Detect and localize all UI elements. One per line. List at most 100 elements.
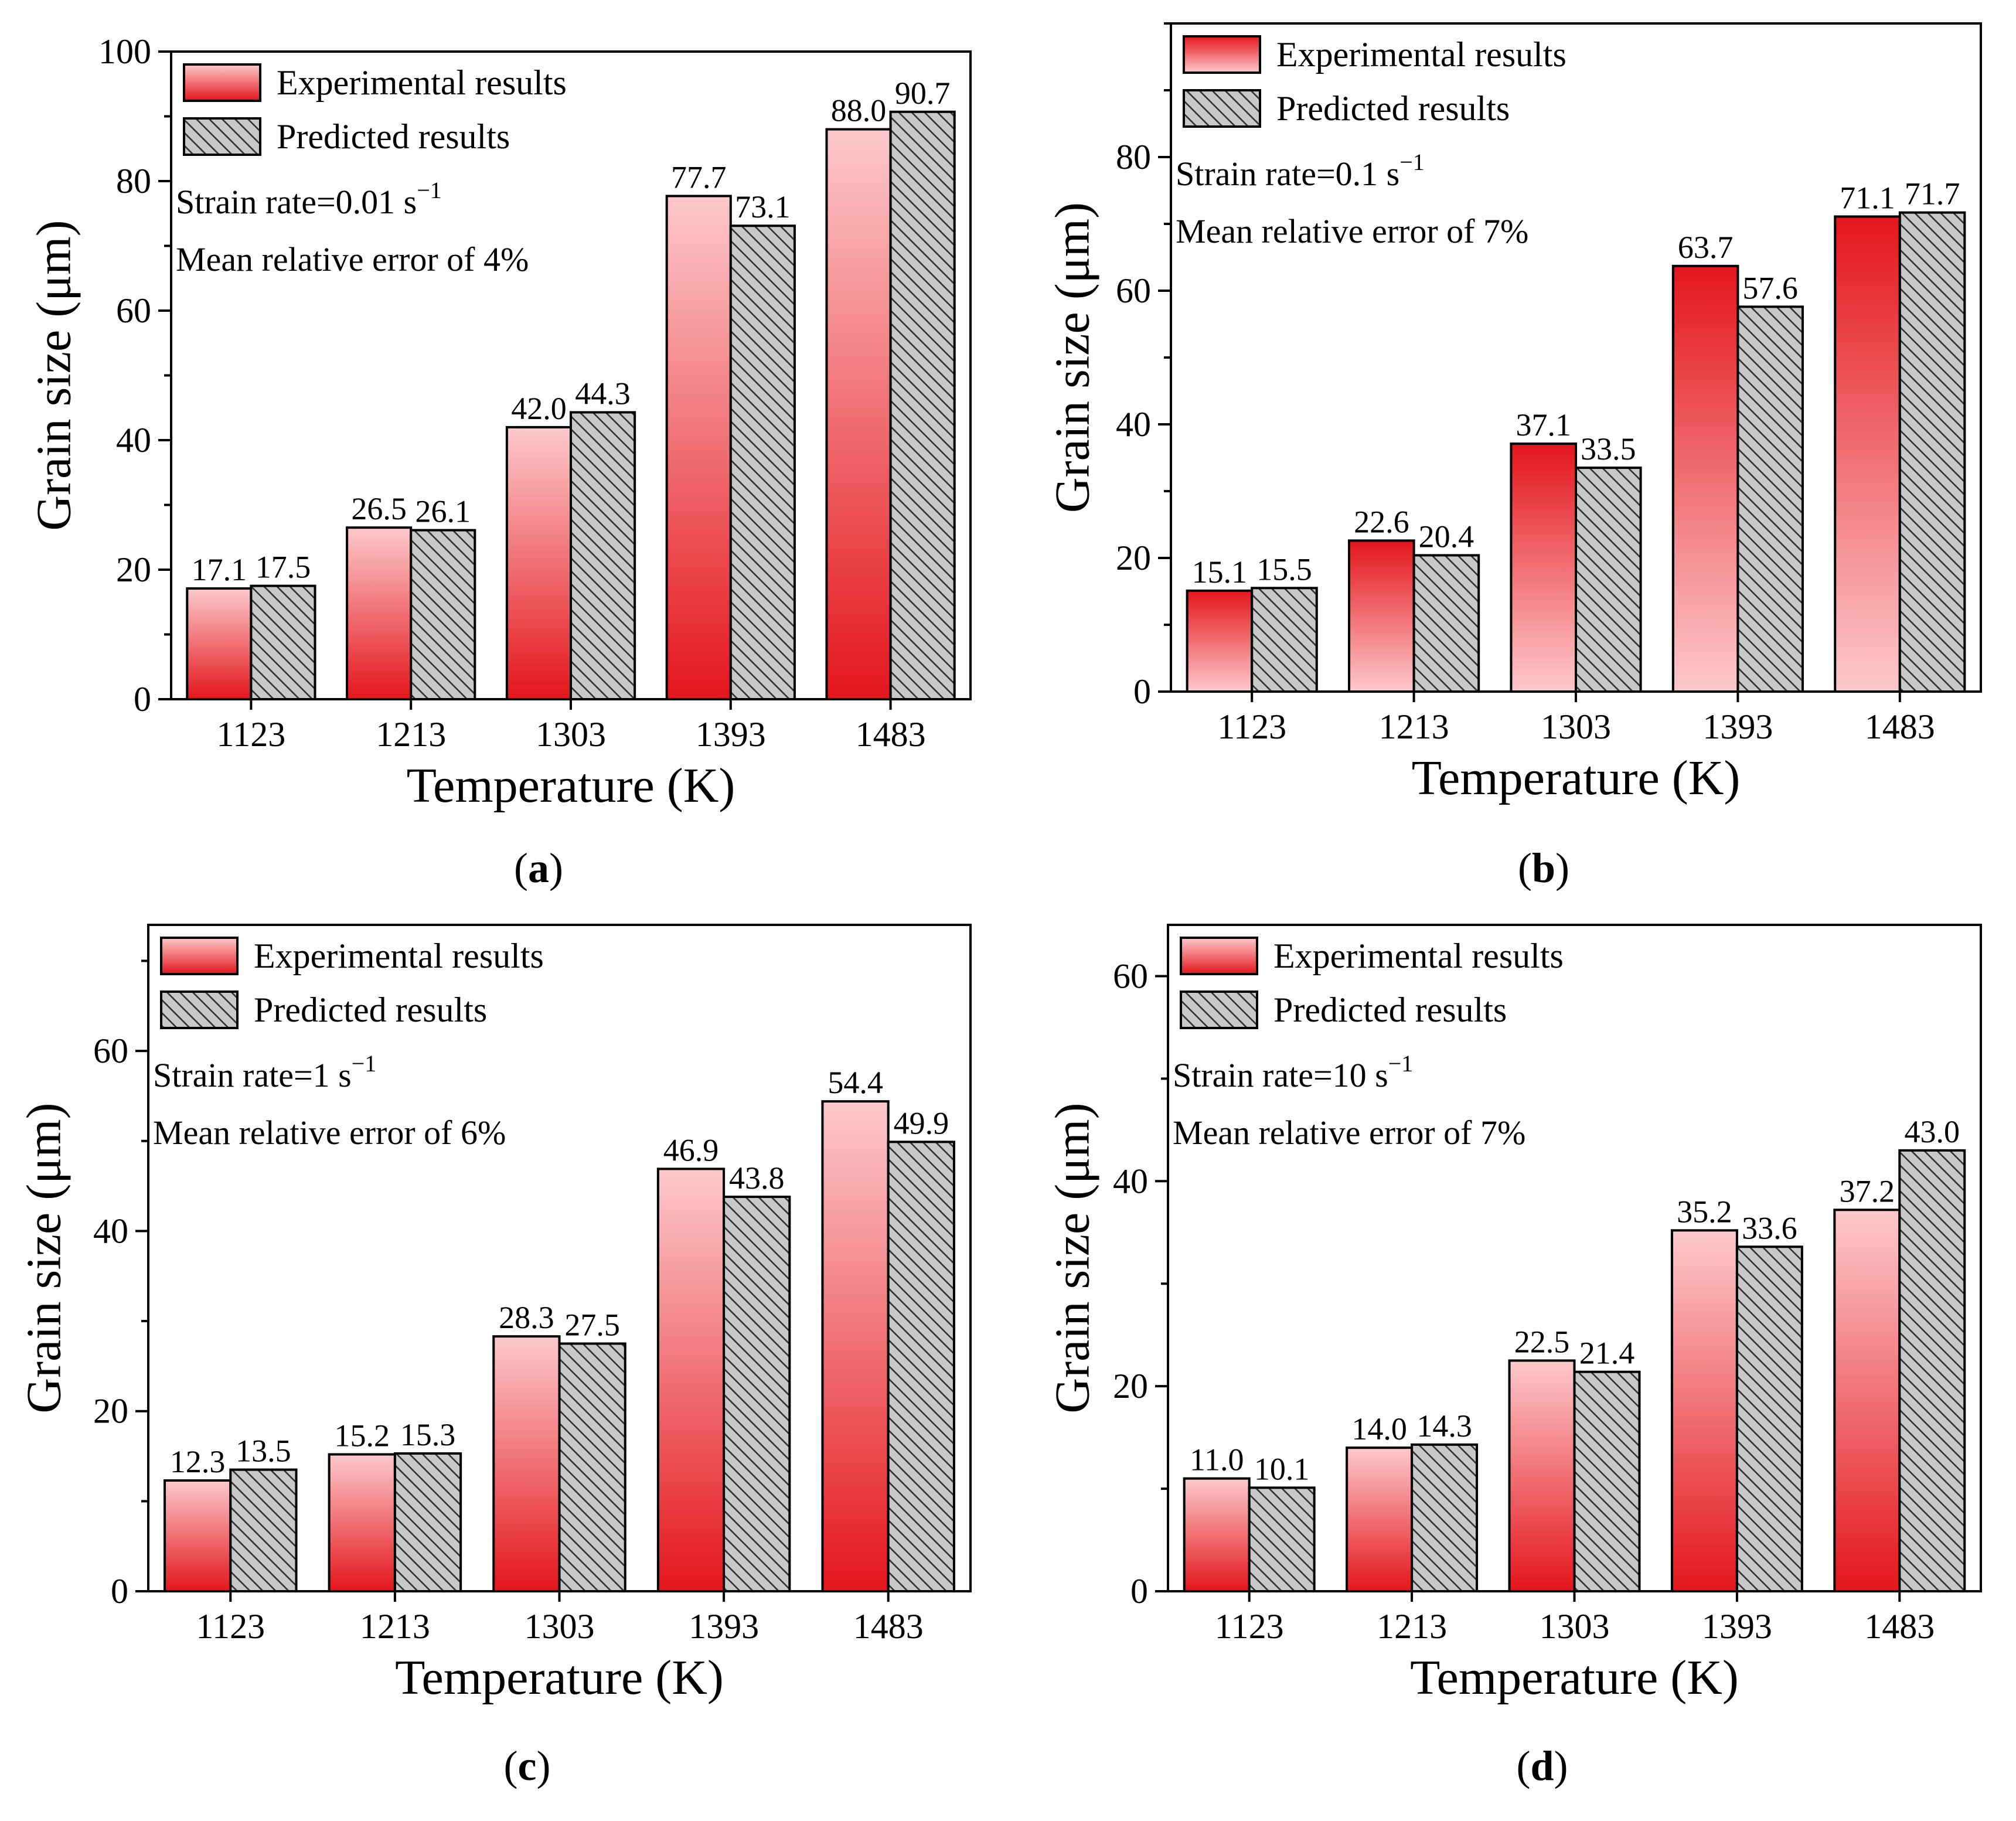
x-tick-label-1213: 1213 — [1379, 707, 1449, 746]
y-axis-title: Grain size (μm) — [17, 1102, 71, 1413]
bar-label-experimental-1213: 14.0 — [1351, 1411, 1407, 1446]
bar-predicted-1213 — [393, 1452, 462, 1592]
chart-panel-b: 15.1 15.5 1123 22.6 20.4 1213 37.1 33.5 1303 63.7… — [1046, 22, 1982, 891]
y-tick-label-0: 0 — [1130, 1572, 1148, 1611]
x-tick-label-1483: 1483 — [1864, 1607, 1935, 1646]
bar-label-experimental-1483: 71.1 — [1840, 180, 1895, 215]
x-tick-label-1123: 1123 — [196, 1607, 265, 1646]
x-axis-title: Temperature (K) — [395, 1650, 724, 1705]
plot-frame — [1167, 924, 1982, 1592]
legend-swatch-predicted — [160, 991, 239, 1029]
panel-label-a: (a) — [514, 845, 563, 891]
y-axis-title: Grain size (μm) — [1046, 202, 1100, 513]
bar-experimental-1213 — [1346, 1446, 1414, 1592]
bar-predicted-1393 — [723, 1196, 791, 1592]
y-tick-label-0: 0 — [134, 680, 151, 719]
bar-experimental-1483 — [825, 128, 892, 701]
bar-label-experimental-1303: 37.1 — [1516, 407, 1571, 443]
annotation-strain-rate: Strain rate=10 s−1 — [1173, 1050, 1413, 1094]
bar-label-experimental-1213: 26.5 — [351, 491, 407, 526]
y-tick-label-100: 100 — [98, 32, 151, 71]
bar-label-predicted-1303: 44.3 — [575, 376, 631, 411]
x-tick-label-1303: 1303 — [1540, 1607, 1610, 1646]
bar-label-experimental-1213: 15.2 — [335, 1418, 390, 1453]
y-tick-label-20: 20 — [116, 550, 151, 589]
bar-predicted-1483 — [1898, 211, 1966, 693]
bar-experimental-1303 — [492, 1335, 561, 1592]
bar-experimental-1483 — [821, 1100, 890, 1592]
bar-predicted-1393 — [1735, 1245, 1803, 1593]
bar-experimental-1483 — [1834, 215, 1901, 693]
bar-predicted-1123 — [250, 584, 316, 700]
chart-panel-d: 11.0 10.1 1123 14.0 14.3 1213 22.5 21.4 1303 35.2… — [1046, 924, 1982, 1789]
plot-frame — [147, 924, 972, 1592]
annotation-strain-rate: Strain rate=1 s−1 — [153, 1050, 376, 1094]
chart-panel-c: 12.3 13.5 1123 15.2 15.3 1213 28.3 27.5 1303 46.9… — [17, 924, 972, 1789]
legend-label-experimental: Experimental results — [1276, 35, 1567, 74]
bar-label-experimental-1123: 15.1 — [1192, 554, 1248, 590]
legend-label-predicted: Predicted results — [277, 117, 510, 156]
bar-label-experimental-1123: 17.1 — [192, 552, 247, 587]
annotation-mean-error: Mean relative error of 4% — [176, 240, 529, 278]
bar-experimental-1393 — [1670, 1229, 1738, 1592]
y-tick-label-20: 20 — [93, 1392, 128, 1431]
bar-label-predicted-1123: 17.5 — [256, 550, 311, 585]
x-axis-title: Temperature (K) — [1410, 1650, 1739, 1705]
bar-predicted-1213 — [1412, 554, 1480, 693]
legend-label-experimental: Experimental results — [1273, 937, 1564, 975]
bar-label-experimental-1483: 54.4 — [827, 1065, 883, 1100]
y-tick-label-0: 0 — [111, 1572, 128, 1611]
bar-label-experimental-1303: 42.0 — [511, 391, 567, 426]
bar-label-predicted-1483: 43.0 — [1905, 1114, 1960, 1149]
y-tick-label-40: 40 — [93, 1211, 128, 1250]
y-tick-label-40: 40 — [116, 421, 151, 459]
annotation-mean-error: Mean relative error of 7% — [1176, 212, 1528, 250]
bar-predicted-1213 — [410, 529, 476, 700]
bar-experimental-1213 — [328, 1453, 396, 1593]
panel-label-b: (b) — [1518, 845, 1569, 891]
bar-label-predicted-1393: 33.6 — [1742, 1210, 1797, 1245]
x-tick-label-1213: 1213 — [360, 1607, 430, 1646]
legend-label-predicted: Predicted results — [1273, 991, 1507, 1029]
bar-predicted-1483 — [887, 1141, 955, 1592]
bar-predicted-1303 — [1573, 1370, 1641, 1592]
bar-label-predicted-1393: 57.6 — [1742, 270, 1798, 305]
legend-swatch-experimental — [1180, 937, 1258, 975]
x-tick-label-1393: 1393 — [1702, 707, 1773, 746]
bar-label-experimental-1123: 11.0 — [1190, 1442, 1244, 1478]
x-tick-label-1213: 1213 — [376, 715, 446, 754]
legend-label-predicted: Predicted results — [254, 991, 487, 1029]
bar-predicted-1393 — [1736, 305, 1804, 693]
bar-label-predicted-1483: 71.7 — [1905, 176, 1960, 212]
bar-predicted-1303 — [570, 411, 636, 700]
x-tick-label-1483: 1483 — [856, 715, 926, 754]
bar-experimental-1123 — [1186, 589, 1254, 693]
bar-label-experimental-1483: 88.0 — [831, 93, 887, 128]
legend-label-predicted: Predicted results — [1276, 89, 1510, 128]
x-axis-title: Temperature (K) — [407, 758, 735, 813]
bar-label-experimental-1393: 63.7 — [1678, 230, 1734, 265]
legend-swatch-experimental — [160, 937, 239, 975]
bar-label-experimental-1393: 35.2 — [1677, 1194, 1732, 1229]
x-tick-label-1483: 1483 — [853, 1607, 924, 1646]
y-tick-label-0: 0 — [1133, 672, 1151, 711]
x-tick-label-1303: 1303 — [525, 1607, 595, 1646]
y-tick-label-20: 20 — [1116, 539, 1151, 577]
bar-label-experimental-1483: 37.2 — [1840, 1173, 1895, 1209]
bar-label-experimental-1213: 22.6 — [1354, 504, 1409, 539]
x-tick-label-1123: 1123 — [1215, 1607, 1284, 1646]
annotation-mean-error: Mean relative error of 7% — [1173, 1114, 1525, 1152]
bar-predicted-1483 — [1898, 1149, 1966, 1593]
panel-label-c: (c) — [504, 1742, 551, 1789]
bar-label-predicted-1213: 14.3 — [1416, 1408, 1472, 1444]
bar-label-predicted-1213: 15.3 — [400, 1417, 456, 1452]
bar-experimental-1213 — [1348, 539, 1415, 693]
bar-label-predicted-1213: 26.1 — [416, 494, 471, 529]
y-tick-label-40: 40 — [1116, 405, 1151, 444]
bar-label-predicted-1123: 15.5 — [1256, 552, 1312, 587]
legend-swatch-predicted — [1180, 991, 1258, 1029]
x-tick-label-1123: 1123 — [1217, 707, 1286, 746]
legend-swatch-predicted — [1183, 89, 1261, 128]
bar-experimental-1393 — [665, 195, 732, 701]
bar-predicted-1123 — [1251, 587, 1318, 693]
